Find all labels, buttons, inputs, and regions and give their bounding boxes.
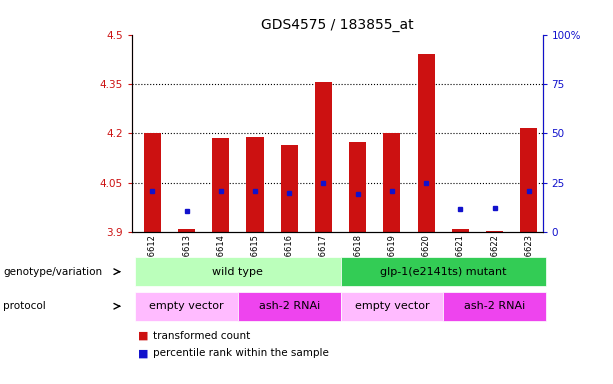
Text: ash-2 RNAi: ash-2 RNAi (464, 301, 525, 311)
Bar (315, 82, 332, 232)
Text: percentile rank within the sample: percentile rank within the sample (153, 348, 329, 358)
Bar (486, 231, 503, 232)
Text: transformed count: transformed count (153, 331, 251, 341)
Bar (246, 137, 264, 232)
Title: GDS4575 / 183855_at: GDS4575 / 183855_at (261, 18, 413, 32)
Text: wild type: wild type (213, 266, 264, 277)
Bar (281, 145, 298, 232)
Text: ■: ■ (138, 348, 148, 358)
Bar (349, 142, 366, 232)
Text: ■: ■ (138, 331, 148, 341)
Text: empty vector: empty vector (354, 301, 429, 311)
Bar (212, 138, 229, 232)
Text: empty vector: empty vector (149, 301, 224, 311)
Bar (144, 133, 161, 232)
Bar (417, 54, 435, 232)
Bar (178, 229, 195, 232)
Text: protocol: protocol (3, 301, 46, 311)
Bar (452, 229, 469, 232)
Text: glp-1(e2141ts) mutant: glp-1(e2141ts) mutant (380, 266, 506, 277)
Bar (383, 133, 400, 232)
Text: ash-2 RNAi: ash-2 RNAi (259, 301, 320, 311)
Text: genotype/variation: genotype/variation (3, 266, 102, 277)
Bar (520, 129, 538, 232)
